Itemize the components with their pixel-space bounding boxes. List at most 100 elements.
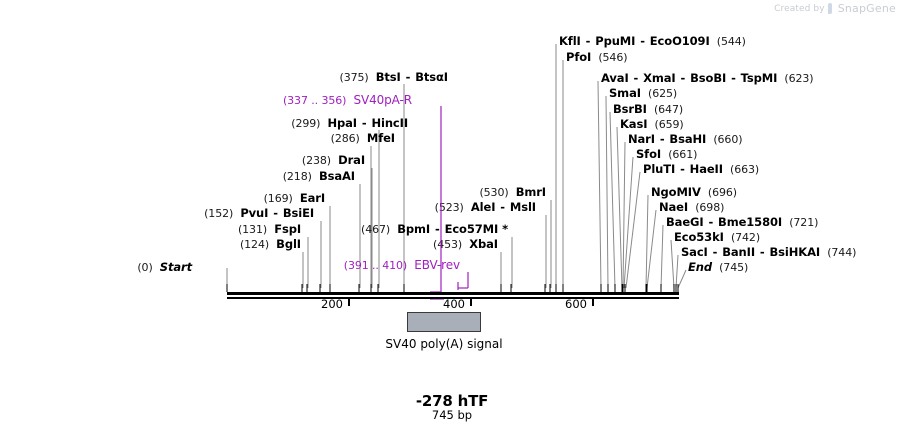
site-position: (286) bbox=[330, 132, 360, 145]
enzyme-name: EcoO109I bbox=[649, 34, 710, 48]
enzyme-name: BpmI bbox=[397, 222, 431, 236]
site-position: (660) bbox=[713, 133, 743, 146]
site-label-sfoI[interactable]: SfoI (661) bbox=[636, 148, 697, 161]
site-position: (696) bbox=[707, 186, 737, 199]
enzyme-name: KasI bbox=[620, 117, 648, 131]
sequence-length: 745 bp bbox=[431, 408, 473, 422]
enzyme-name: AvaI bbox=[601, 71, 629, 85]
enzyme-name: BsrBI bbox=[613, 102, 647, 116]
enzyme-name: KflI bbox=[559, 34, 581, 48]
enzyme-name: BsiEI bbox=[282, 206, 314, 220]
primer-label-sv40pa-r[interactable]: (337 .. 356) SV40pA-R bbox=[283, 94, 412, 107]
enzyme-name: XbaI bbox=[469, 237, 498, 251]
enzyme-name: EarI bbox=[299, 191, 325, 205]
site-label-smaI[interactable]: SmaI (625) bbox=[609, 87, 677, 100]
ruler-tick-400 bbox=[470, 297, 472, 306]
site-label-hpaI-hincII[interactable]: (299) HpaI - HincII bbox=[291, 116, 408, 130]
enzyme-name: MslI bbox=[509, 200, 536, 214]
enzyme-name: SacI bbox=[681, 245, 708, 259]
feature-caption-sv40-polya-signal: SV40 poly(A) signal bbox=[385, 337, 503, 351]
enzyme-name: FspI bbox=[274, 222, 301, 236]
site-position: (299) bbox=[291, 117, 321, 130]
site-position: (647) bbox=[653, 103, 684, 116]
enzyme-name: PfoI bbox=[566, 50, 592, 64]
site-label-bsaAI[interactable]: (218) BsaAI bbox=[283, 170, 355, 183]
site-label-bsrBI[interactable]: BsrBI (647) bbox=[613, 103, 683, 116]
site-position: (375) bbox=[339, 71, 369, 84]
site-label-fspI[interactable]: (131) FspI bbox=[238, 223, 301, 236]
enzyme-name: NgoMIV bbox=[651, 185, 701, 199]
enzyme-name: DraI bbox=[338, 153, 365, 167]
site-position: (453) bbox=[433, 238, 463, 251]
site-label-earI[interactable]: (169) EarI bbox=[264, 192, 325, 205]
site-position: (623) bbox=[784, 72, 814, 85]
ruler-tick-label-600: 600 bbox=[565, 297, 587, 311]
site-label-draI[interactable]: (238) DraI bbox=[302, 154, 365, 167]
site-label-ngoMIV[interactable]: NgoMIV (696) bbox=[651, 186, 737, 199]
primer-name: EBV-rev bbox=[414, 258, 460, 272]
site-label-pfoI[interactable]: PfoI (546) bbox=[566, 50, 628, 64]
site-label-bglI[interactable]: (124) BglI bbox=[240, 238, 301, 251]
site-position: (742) bbox=[730, 231, 761, 244]
enzyme-name: BtsαI bbox=[415, 70, 448, 84]
enzyme-name: NarI bbox=[628, 132, 655, 146]
enzyme-name: Eco53kI bbox=[674, 230, 724, 244]
site-position: (131) bbox=[237, 223, 268, 236]
enzyme-name: BanII bbox=[722, 245, 756, 259]
primer-label-ebv-rev[interactable]: (391 .. 410) EBV-rev bbox=[344, 259, 460, 272]
site-label-mfeI[interactable]: (286) MfeI bbox=[331, 132, 395, 145]
site-label-sacI-banII-bsiHKAI[interactable]: SacI - BanII - BsiHKAI (744) bbox=[681, 245, 857, 259]
site-position: (169) bbox=[263, 192, 293, 205]
site-label-kflI-ppuMI-ecoO109I[interactable]: KflI - PpuMI - EcoO109I (544) bbox=[559, 34, 746, 48]
sequence-title: -278 hTF bbox=[415, 392, 489, 410]
site-label-aleI-mslI[interactable]: (523) AleI - MslI bbox=[434, 200, 536, 214]
snapgene-watermark: Created by SnapGene bbox=[774, 2, 896, 15]
enzyme-name: NaeI bbox=[659, 200, 689, 214]
site-label-eco53kI[interactable]: Eco53kI (742) bbox=[674, 231, 760, 244]
site-label-pvuI-bsiEI[interactable]: (152) PvuI - BsiEI bbox=[204, 206, 314, 220]
enzyme-name: BsaHI bbox=[669, 132, 707, 146]
site-label-naeI[interactable]: NaeI (698) bbox=[659, 201, 724, 214]
enzyme-name: PpuMI bbox=[595, 34, 636, 48]
enzyme-name: SmaI bbox=[609, 86, 641, 100]
sequence-backbone-top bbox=[227, 292, 679, 295]
enzyme-name: MfeI bbox=[366, 131, 395, 145]
site-label-btsI-btsaI[interactable]: (375) BtsI - BtsαI bbox=[339, 70, 449, 84]
enzyme-name: HaeII bbox=[689, 162, 723, 176]
site-position: (661) bbox=[668, 148, 698, 161]
enzyme-name: BsoBI bbox=[690, 71, 727, 85]
site-label-pluTI-haeII[interactable]: PluTI - HaeII (663) bbox=[643, 162, 760, 176]
enzyme-name: Eco57MI * bbox=[444, 222, 509, 236]
ruler-tick-200 bbox=[348, 297, 350, 306]
site-label-xbaI[interactable]: (453) XbaI bbox=[433, 238, 498, 251]
start-position: (0) bbox=[137, 261, 153, 274]
enzyme-name: SfoI bbox=[636, 147, 662, 161]
site-position: (530) bbox=[479, 186, 509, 199]
site-label-bmrI[interactable]: (530) BmrI bbox=[479, 186, 546, 199]
enzyme-name: PvuI bbox=[240, 206, 269, 220]
site-position: (238) bbox=[301, 154, 332, 167]
enzyme-name: HpaI bbox=[327, 116, 357, 130]
site-label-baeGI-bme1580I[interactable]: BaeGI - Bme1580I (721) bbox=[666, 215, 819, 229]
ruler-tick-label-400: 400 bbox=[443, 297, 465, 311]
enzyme-name: PluTI bbox=[643, 162, 676, 176]
primer-name: SV40pA-R bbox=[353, 93, 412, 107]
site-label-bpmI-eco57MI[interactable]: (467) BpmI - Eco57MI * bbox=[361, 222, 509, 236]
primer-range: (391 .. 410) bbox=[343, 259, 408, 272]
site-position: (152) bbox=[204, 207, 234, 220]
sequence-end-label: End (745) bbox=[688, 261, 748, 274]
enzyme-name: HincII bbox=[371, 116, 408, 130]
enzyme-name: BglI bbox=[276, 237, 301, 251]
site-label-avaI-xmaI-bsoBI-tspMI[interactable]: AvaI - XmaI - BsoBI - TspMI (623) bbox=[601, 71, 814, 85]
site-label-kasI[interactable]: KasI (659) bbox=[620, 118, 684, 131]
site-position: (523) bbox=[434, 201, 464, 214]
feature-sv40-polya-signal[interactable] bbox=[407, 312, 481, 332]
watermark-brand: SnapGene bbox=[837, 2, 896, 15]
site-label-narI-bsaHI[interactable]: NarI - BsaHI (660) bbox=[628, 132, 743, 146]
site-position: (625) bbox=[648, 87, 678, 100]
enzyme-name: BaeGI bbox=[666, 215, 704, 229]
enzyme-name: BmrI bbox=[515, 185, 546, 199]
enzyme-name: TspMI bbox=[740, 71, 778, 85]
enzyme-name: XmaI bbox=[643, 71, 676, 85]
